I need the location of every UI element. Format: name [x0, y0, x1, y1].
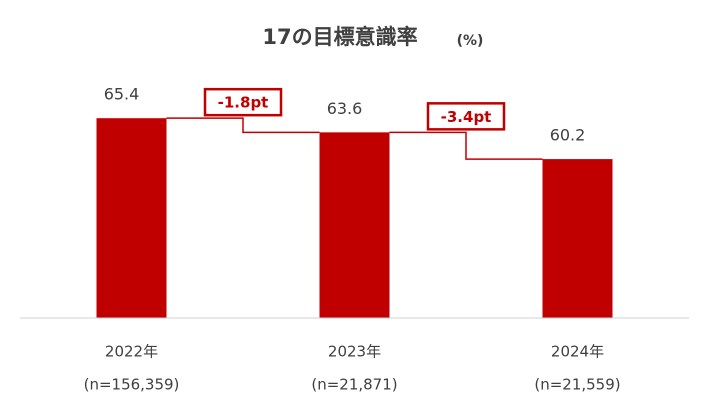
connector [389, 131, 543, 160]
annotation: -1.8pt [218, 94, 269, 112]
value-label: 60.2 [550, 126, 586, 145]
bar [542, 159, 613, 318]
bar [96, 118, 167, 318]
value-label: 63.6 [327, 99, 363, 118]
sample-size: (n=156,359) [84, 376, 180, 394]
x-tick-label: 2024年 [551, 343, 604, 361]
chart-title: 17の目標意識率 [262, 25, 417, 49]
connector [166, 117, 320, 134]
sample-size: (n=21,871) [311, 376, 397, 394]
annotation: -3.4pt [441, 108, 492, 126]
value-label: 65.4 [104, 85, 140, 104]
x-tick-label: 2023年 [328, 343, 381, 361]
x-tick-label: 2022年 [105, 343, 158, 361]
bar [319, 132, 390, 318]
unit-label: (%) [457, 33, 484, 49]
annotation-box [203, 87, 283, 117]
annotation-box [426, 102, 506, 131]
sample-size: (n=21,559) [534, 376, 620, 394]
